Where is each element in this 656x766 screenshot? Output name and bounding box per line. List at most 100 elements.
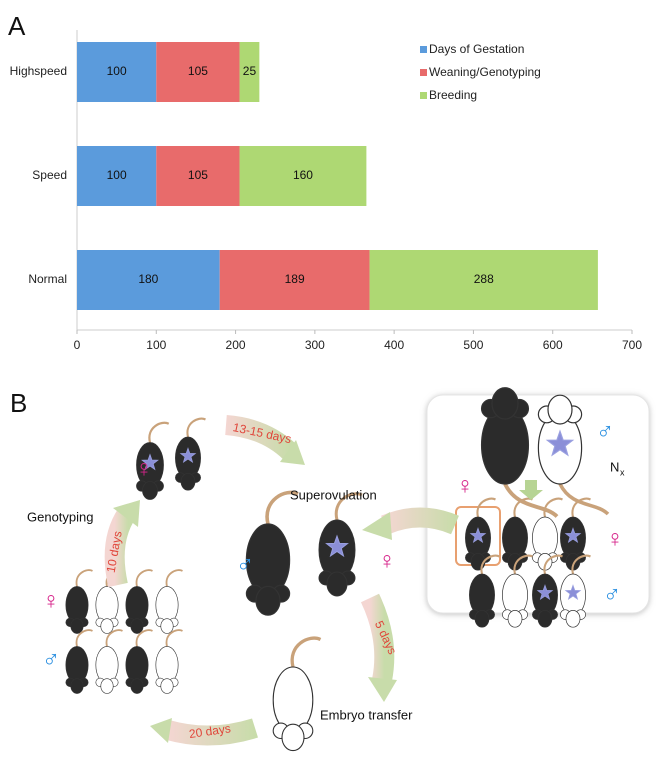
mouse-tail [290,636,322,668]
mouse [532,554,563,628]
mouse-tail [480,554,500,575]
label: Superovulation [290,487,377,502]
panel-label: A [8,11,26,41]
legend-label: Days of Gestation [429,42,524,56]
arrow-head [280,440,305,465]
x-tick-label: 500 [463,338,483,352]
mouse [125,569,153,634]
arrow-shaft [360,593,395,682]
value-label: 160 [293,168,313,182]
mouse-head [160,678,174,694]
x-tick-label: 400 [384,338,404,352]
bar-segment [369,250,598,310]
x-tick-label: 100 [146,338,166,352]
value-label: 180 [138,272,158,286]
mouse [502,497,533,571]
arrow-head [150,718,172,743]
mouse [155,629,183,694]
value-label: 25 [243,64,257,78]
x-tick-label: 300 [305,338,325,352]
mouse [136,421,170,500]
mouse [245,490,299,616]
mouse-head [565,610,581,628]
label: Embryo transfer [320,707,413,722]
mouse-tail [558,483,610,516]
y-tick-label: Speed [32,168,67,182]
label: N [610,459,619,474]
x-tick-label: 700 [622,338,642,352]
marker-star [536,584,554,600]
mouse-head [100,678,114,694]
arrow-shaft [104,506,137,588]
value-label: 100 [107,168,127,182]
mouse-head [70,618,84,634]
panel-label: B [10,388,27,418]
mouse-tail [105,629,123,647]
x-tick-label: 0 [74,338,81,352]
arrow-label: 20 days [188,721,232,741]
mouse-head [100,618,114,634]
mouse-tail [513,554,533,575]
mouse [469,554,500,628]
bar-segment [239,146,367,206]
mouse-tail [148,421,170,443]
mouse-tail [334,492,363,521]
value-label: 288 [474,272,494,286]
arrow-shaft [224,415,297,460]
y-tick-label: Highspeed [10,64,67,78]
mouse-head [474,610,490,628]
mouse [318,492,363,597]
mouse [480,387,559,519]
bar-segment [77,250,220,310]
legend-label: Breeding [429,88,477,102]
marker-star [564,584,582,600]
mouse-tail [135,569,153,587]
mouse-head [180,473,196,491]
marker-star [325,534,349,558]
arrow-head [368,677,397,702]
mouse [175,417,206,491]
bar-chart: 0 100 200 300 400 500 600 700 Highspeed 100 105 25 S… [10,30,642,352]
mouse-tail [186,417,206,438]
bar-segment [156,146,240,206]
value-label: 189 [285,272,305,286]
mouse-head [130,678,144,694]
mouse-head [130,618,144,634]
mouse-tail [571,497,591,518]
label: ♀ [42,587,60,614]
marker-star [141,453,159,471]
mouse-head [547,394,573,425]
bar-segment [77,146,157,206]
label: ♀ [378,547,396,574]
arrow-shaft [165,718,258,746]
label: Genotyping [27,509,94,524]
marker-star [545,429,575,457]
value-label: 100 [107,64,127,78]
marker-star [179,447,197,463]
mouse [272,636,322,752]
value-label: 105 [188,64,208,78]
mouse [502,554,533,628]
label: ♂ [596,417,614,444]
legend-swatch [420,92,427,99]
mouse-tail [503,483,559,519]
legend-swatch [420,69,427,76]
mouse [560,554,591,628]
value-label: 105 [188,168,208,182]
arrow-head [362,512,392,540]
mouse-tail [165,629,183,647]
mouse [95,629,123,694]
label: ♂ [236,550,254,577]
mouse-head [70,678,84,694]
mouse-head [142,481,158,500]
legend-label: Weaning/Genotyping [429,65,541,79]
mouse [465,497,496,571]
arrow-shaft [381,507,459,535]
arrow-head [113,500,140,527]
marker-star [469,527,487,543]
mouse [65,629,93,694]
mouse-head [491,387,519,420]
mouse-tail [135,629,153,647]
x-tick-label: 600 [543,338,563,352]
